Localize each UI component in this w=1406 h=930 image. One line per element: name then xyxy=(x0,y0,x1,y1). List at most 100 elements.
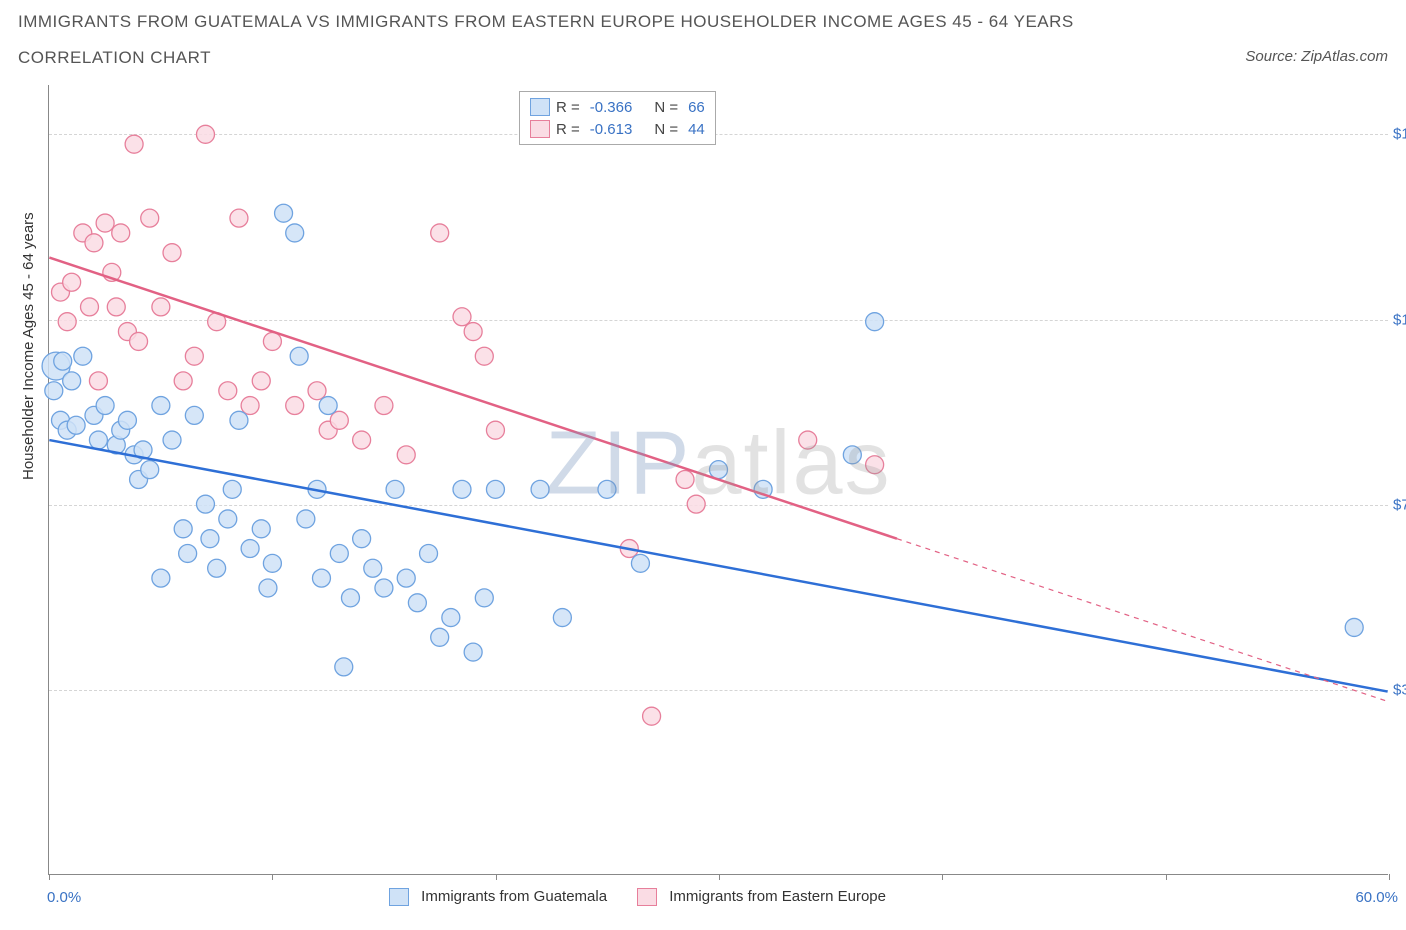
scatter-point-eastern_europe xyxy=(125,135,143,153)
scatter-point-guatemala xyxy=(45,382,63,400)
scatter-point-guatemala xyxy=(312,569,330,587)
scatter-point-eastern_europe xyxy=(286,397,304,415)
trend-line-eastern_europe xyxy=(49,258,897,539)
x-axis-min-label: 0.0% xyxy=(47,889,81,906)
scatter-point-guatemala xyxy=(141,461,159,479)
scatter-point-eastern_europe xyxy=(130,332,148,350)
scatter-point-guatemala xyxy=(152,397,170,415)
legend-stats-row-eastern-europe: R = -0.613 N = 44 xyxy=(530,118,705,140)
legend-swatch-eastern-europe xyxy=(637,888,657,906)
scatter-point-guatemala xyxy=(63,372,81,390)
legend-label-eastern-europe: Immigrants from Eastern Europe xyxy=(669,888,886,905)
scatter-point-guatemala xyxy=(453,480,471,498)
scatter-point-eastern_europe xyxy=(308,382,326,400)
scatter-point-guatemala xyxy=(598,480,616,498)
scatter-point-eastern_europe xyxy=(353,431,371,449)
scatter-point-guatemala xyxy=(152,569,170,587)
scatter-point-eastern_europe xyxy=(866,456,884,474)
scatter-point-eastern_europe xyxy=(219,382,237,400)
legend-r-value-guatemala: -0.366 xyxy=(590,99,633,116)
source-prefix: Source: xyxy=(1245,48,1301,65)
scatter-point-eastern_europe xyxy=(230,209,248,227)
scatter-point-eastern_europe xyxy=(475,347,493,365)
x-tick xyxy=(496,874,497,880)
scatter-point-guatemala xyxy=(531,480,549,498)
scatter-point-eastern_europe xyxy=(397,446,415,464)
chart-container: IMMIGRANTS FROM GUATEMALA VS IMMIGRANTS … xyxy=(0,0,1406,930)
scatter-point-guatemala xyxy=(275,204,293,222)
scatter-point-guatemala xyxy=(185,406,203,424)
scatter-point-guatemala xyxy=(408,594,426,612)
scatter-point-eastern_europe xyxy=(375,397,393,415)
scatter-point-eastern_europe xyxy=(263,332,281,350)
legend-r-value-eastern-europe: -0.613 xyxy=(590,121,633,138)
y-tick-label: $75,000 xyxy=(1393,496,1406,513)
legend-swatch-guatemala xyxy=(389,888,409,906)
x-axis-max-label: 60.0% xyxy=(1355,889,1398,906)
scatter-point-eastern_europe xyxy=(241,397,259,415)
x-tick xyxy=(942,874,943,880)
plot-svg xyxy=(49,85,1388,874)
legend-swatch-guatemala xyxy=(530,98,550,116)
y-axis-label: Householder Income Ages 45 - 64 years xyxy=(20,212,37,480)
scatter-point-guatemala xyxy=(553,609,571,627)
y-tick-label: $37,500 xyxy=(1393,681,1406,698)
scatter-point-guatemala xyxy=(353,530,371,548)
x-tick xyxy=(49,874,50,880)
legend-n-value-eastern-europe: 44 xyxy=(688,121,705,138)
legend-swatch-eastern-europe xyxy=(530,120,550,138)
scatter-point-eastern_europe xyxy=(676,471,694,489)
scatter-point-eastern_europe xyxy=(85,234,103,252)
chart-title-line1: IMMIGRANTS FROM GUATEMALA VS IMMIGRANTS … xyxy=(18,12,1074,32)
scatter-point-guatemala xyxy=(89,431,107,449)
scatter-point-guatemala xyxy=(223,480,241,498)
scatter-point-guatemala xyxy=(259,579,277,597)
scatter-point-guatemala xyxy=(335,658,353,676)
scatter-point-guatemala xyxy=(297,510,315,528)
scatter-point-eastern_europe xyxy=(196,125,214,143)
legend-stats-box: R = -0.366 N = 66 R = -0.613 N = 44 xyxy=(519,91,716,145)
scatter-point-eastern_europe xyxy=(252,372,270,390)
scatter-point-eastern_europe xyxy=(152,298,170,316)
scatter-point-guatemala xyxy=(710,461,728,479)
scatter-point-guatemala xyxy=(241,540,259,558)
y-tick-label: $112,500 xyxy=(1393,311,1406,328)
plot-area: ZIPatlas $37,500$75,000$112,500$150,000 … xyxy=(48,85,1388,875)
scatter-point-guatemala xyxy=(1345,618,1363,636)
scatter-point-guatemala xyxy=(843,446,861,464)
scatter-point-guatemala xyxy=(486,480,504,498)
scatter-point-guatemala xyxy=(230,411,248,429)
legend-stats-row-guatemala: R = -0.366 N = 66 xyxy=(530,96,705,118)
chart-title-line2: CORRELATION CHART xyxy=(18,48,211,68)
legend-r-label: R = xyxy=(556,121,580,138)
scatter-point-guatemala xyxy=(375,579,393,597)
scatter-point-guatemala xyxy=(163,431,181,449)
scatter-point-guatemala xyxy=(263,554,281,572)
scatter-point-guatemala xyxy=(866,313,884,331)
scatter-point-guatemala xyxy=(54,352,72,370)
scatter-point-eastern_europe xyxy=(58,313,76,331)
source-attribution: Source: ZipAtlas.com xyxy=(1245,48,1388,65)
scatter-point-eastern_europe xyxy=(431,224,449,242)
legend-n-value-guatemala: 66 xyxy=(688,99,705,116)
scatter-point-eastern_europe xyxy=(112,224,130,242)
scatter-point-guatemala xyxy=(442,609,460,627)
scatter-point-guatemala xyxy=(319,397,337,415)
scatter-point-guatemala xyxy=(431,628,449,646)
x-tick xyxy=(719,874,720,880)
scatter-point-guatemala xyxy=(179,544,197,562)
scatter-point-guatemala xyxy=(67,416,85,434)
scatter-point-eastern_europe xyxy=(464,323,482,341)
scatter-point-guatemala xyxy=(208,559,226,577)
legend-label-guatemala: Immigrants from Guatemala xyxy=(421,888,607,905)
scatter-point-guatemala xyxy=(397,569,415,587)
scatter-point-guatemala xyxy=(201,530,219,548)
scatter-point-guatemala xyxy=(464,643,482,661)
scatter-point-guatemala xyxy=(174,520,192,538)
legend-series: Immigrants from Guatemala Immigrants fro… xyxy=(389,888,886,906)
scatter-point-guatemala xyxy=(341,589,359,607)
scatter-point-eastern_europe xyxy=(799,431,817,449)
scatter-point-guatemala xyxy=(631,554,649,572)
scatter-point-guatemala xyxy=(475,589,493,607)
scatter-point-eastern_europe xyxy=(174,372,192,390)
